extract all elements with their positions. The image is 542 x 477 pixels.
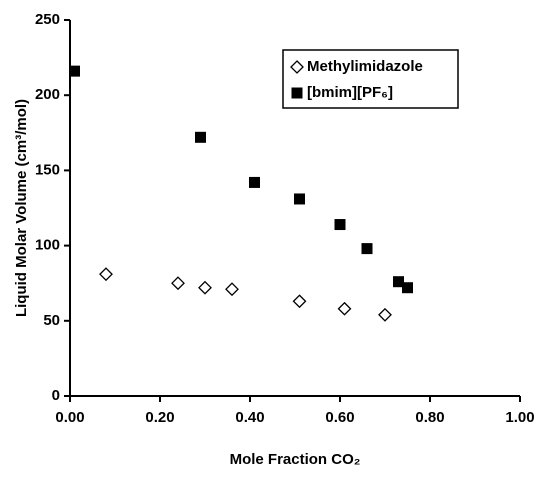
point [378,307,392,322]
point [195,131,206,143]
point [198,280,212,295]
y-tick-label: 150 [35,161,60,178]
point [225,282,239,297]
legend-box [282,49,459,109]
x-tick-label: 0.00 [55,409,84,426]
x-tick-label: 0.80 [415,409,444,426]
legend-marker [291,87,303,99]
point [294,193,305,205]
point [249,176,260,188]
point [393,276,404,288]
x-tick-label: 0.40 [235,409,264,426]
y-tick-label: 200 [35,86,60,103]
y-axis-label: Liquid Molar Volume (cm³/mol) [13,99,30,317]
legend-label: [bmim][PF₆] [307,84,393,101]
legend-marker [290,60,304,74]
y-tick-label: 0 [52,387,60,404]
y-tick-label: 250 [35,11,60,28]
y-tick-label: 50 [43,312,60,329]
x-tick-label: 1.00 [505,409,534,426]
x-axis-label: Mole Fraction CO₂ [230,451,361,468]
point [402,282,413,294]
point [171,276,185,291]
point [69,65,80,77]
legend-label: Methylimidazole [307,58,423,75]
x-tick-label: 0.20 [145,409,174,426]
point [292,294,307,309]
x-tick-label: 0.60 [325,409,354,426]
point [99,267,113,282]
point [337,301,352,316]
point [334,219,346,231]
point [361,243,373,255]
y-tick-label: 100 [35,237,60,254]
